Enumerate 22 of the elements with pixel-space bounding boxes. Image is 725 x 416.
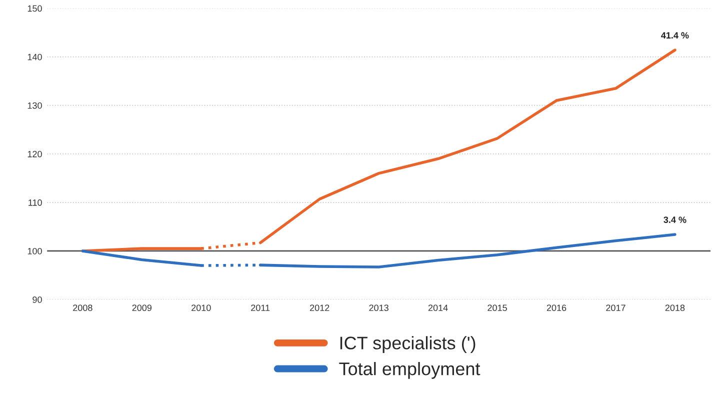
x-tick-label: 2010 xyxy=(192,304,211,312)
x-tick-label: 2008 xyxy=(73,304,92,312)
y-tick-label: 140 xyxy=(28,54,42,60)
x-tick-label: 2016 xyxy=(546,304,566,312)
annotation: 3.4 % xyxy=(664,216,686,223)
x-tick-label: 2011 xyxy=(251,304,270,312)
legend-label: ICT specialists (') xyxy=(340,336,476,353)
legend-label: Total employment xyxy=(339,362,480,379)
y-tick-label: 100 xyxy=(28,248,42,254)
y-tick-label: 120 xyxy=(28,150,42,158)
y-tick-label: 150 xyxy=(28,5,42,12)
x-tick-label: 2013 xyxy=(369,304,388,312)
x-tick-label: 2014 xyxy=(428,304,448,312)
x-tick-label: 2017 xyxy=(606,304,626,312)
y-tick-label: 90 xyxy=(32,296,42,303)
y-tick-label: 130 xyxy=(28,102,42,109)
x-tick-label: 2015 xyxy=(488,304,507,312)
y-tick-label: 110 xyxy=(28,199,42,206)
x-tick-label: 2018 xyxy=(665,304,685,312)
x-tick-label: 2009 xyxy=(132,304,152,312)
x-tick-label: 2012 xyxy=(310,304,330,312)
annotation: 41.4 % xyxy=(661,32,689,39)
